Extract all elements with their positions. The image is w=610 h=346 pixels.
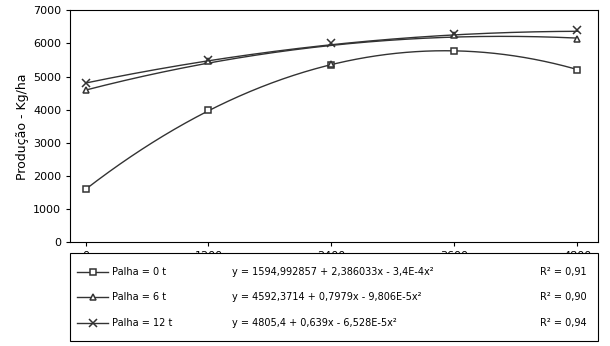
Y-axis label: Produção - Kg/ha: Produção - Kg/ha xyxy=(16,73,29,180)
Text: R² = 0,94: R² = 0,94 xyxy=(540,318,586,328)
Text: Palha = 12 t: Palha = 12 t xyxy=(112,318,172,328)
Text: R² = 0,91: R² = 0,91 xyxy=(540,267,586,277)
Text: y = 4805,4 + 0,639x - 6,528E-5x²: y = 4805,4 + 0,639x - 6,528E-5x² xyxy=(232,318,396,328)
Text: Palha = 6 t: Palha = 6 t xyxy=(112,292,166,302)
Text: y = 4592,3714 + 0,7979x - 9,806E-5x²: y = 4592,3714 + 0,7979x - 9,806E-5x² xyxy=(232,292,422,302)
X-axis label: Dose - g/ha: Dose - g/ha xyxy=(294,265,374,279)
Text: y = 1594,992857 + 2,386033x - 3,4E-4x²: y = 1594,992857 + 2,386033x - 3,4E-4x² xyxy=(232,267,434,277)
Text: R² = 0,90: R² = 0,90 xyxy=(540,292,586,302)
Text: Palha = 0 t: Palha = 0 t xyxy=(112,267,166,277)
